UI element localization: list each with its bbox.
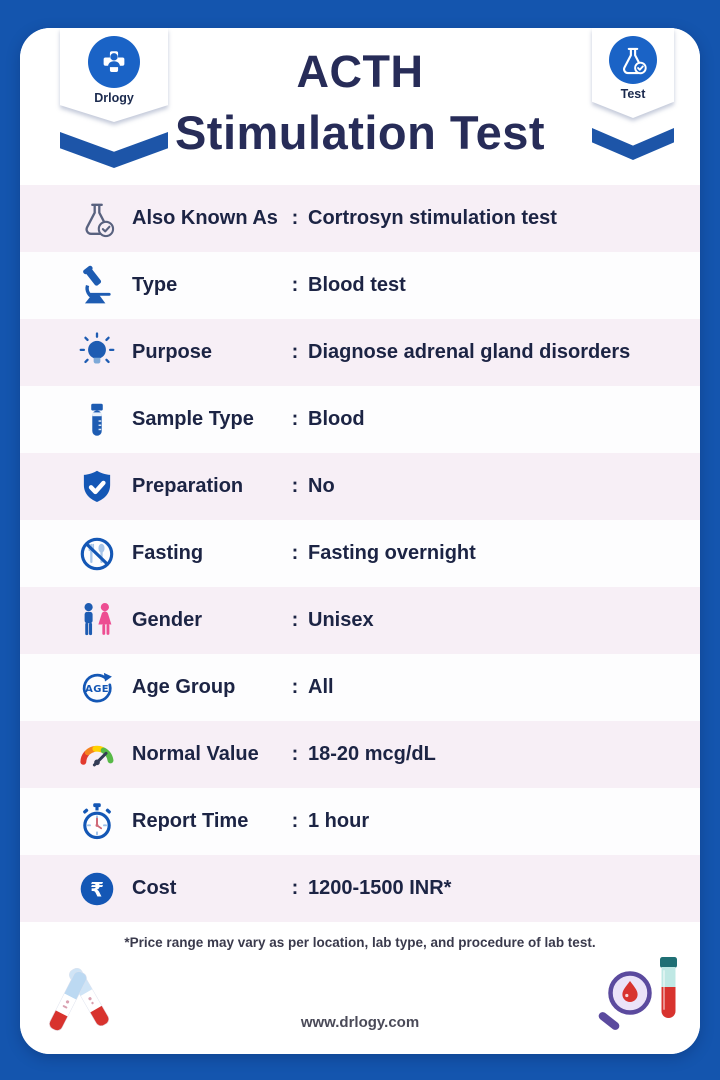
row-age-group: AGE Age Group : All [20,654,700,721]
price-disclaimer: *Price range may vary as per location, l… [20,922,700,962]
row-separator: : [291,475,299,497]
row-cost: ₹ Cost : 1200-1500 INR* [20,855,700,922]
age-group-icon: AGE [76,667,132,709]
row-label: Gender [132,609,203,631]
row-label: Cost [132,877,177,899]
row-separator: : [291,542,299,564]
row-separator: : [291,207,299,229]
row-gender: Gender : Unisex [20,587,700,654]
row-value: Diagnose adrenal gland disorders [308,341,631,363]
row-separator: : [291,341,299,363]
row-value: All [308,676,334,698]
row-label: Preparation [132,475,244,497]
info-rows: Also Known As : Cortrosyn stimulation te… [20,185,700,922]
row-value: Fasting overnight [308,542,476,564]
row-preparation: Preparation : No [20,453,700,520]
row-report-time: Report Time : 1 hour [20,788,700,855]
website-url: www.drlogy.com [300,1014,420,1031]
svg-text:₹: ₹ [90,877,104,901]
title-line2: Stimulation Test [174,106,546,159]
microscope-icon [76,265,132,307]
gauge-icon [76,734,132,776]
blood-magnifier-tube-icon [592,955,692,1048]
flask-check-icon [76,198,132,240]
stopwatch-icon [76,801,132,843]
row-value: 1 hour [308,810,370,832]
title-line1: ACTH [296,46,424,97]
row-value: No [308,475,335,497]
drlogy-logo-icon [88,36,140,88]
row-label: Purpose [132,341,213,363]
row-label: Report Time [132,810,249,832]
row-purpose: Purpose : Diagnose adrenal gland disorde… [20,319,700,386]
no-food-icon [76,533,132,575]
row-separator: : [291,274,299,296]
row-label: Type [132,274,178,296]
row-value: 1200-1500 INR* [308,877,452,899]
row-type: Type : Blood test [20,252,700,319]
brand-label: Drlogy [94,91,134,105]
row-separator: : [291,743,299,765]
row-fasting: Fasting : Fasting overnight [20,520,700,587]
test-ribbon: Test [592,28,674,118]
crossed-test-strips-icon [26,949,138,1054]
row-separator: : [291,676,299,698]
test-label: Test [620,87,646,101]
row-label: Sample Type [132,408,254,430]
brand-ribbon: Drlogy [60,28,168,122]
row-separator: : [291,408,299,430]
svg-text:AGE: AGE [85,683,109,694]
gender-icon [76,600,132,642]
vial-icon [76,399,132,441]
page-title: ACTH Stimulation Test [20,42,700,164]
shield-check-icon [76,466,132,508]
row-sample-type: Sample Type : Blood [20,386,700,453]
row-value: Unisex [308,609,374,631]
row-separator: : [291,810,299,832]
infographic-card: ACTH Stimulation Test Drlogy [20,28,700,1054]
row-normal-value: Normal Value : 18-20 mcg/dL [20,721,700,788]
row-separator: : [291,609,299,631]
row-separator: : [291,877,299,899]
row-value: Blood [308,408,365,430]
row-value: 18-20 mcg/dL [308,743,436,765]
rupee-icon: ₹ [76,868,132,910]
footer: www.drlogy.com [20,957,700,1054]
row-also-known-as: Also Known As : Cortrosyn stimulation te… [20,185,700,252]
header: ACTH Stimulation Test Drlogy [20,28,700,185]
row-value: Blood test [308,274,406,296]
row-value: Cortrosyn stimulation test [308,207,557,229]
row-label: Fasting [132,542,204,564]
lightbulb-icon [76,331,132,374]
row-label: Also Known As [132,207,278,229]
row-label: Age Group [132,676,236,698]
row-label: Normal Value [132,743,259,765]
test-flask-icon [609,36,657,84]
